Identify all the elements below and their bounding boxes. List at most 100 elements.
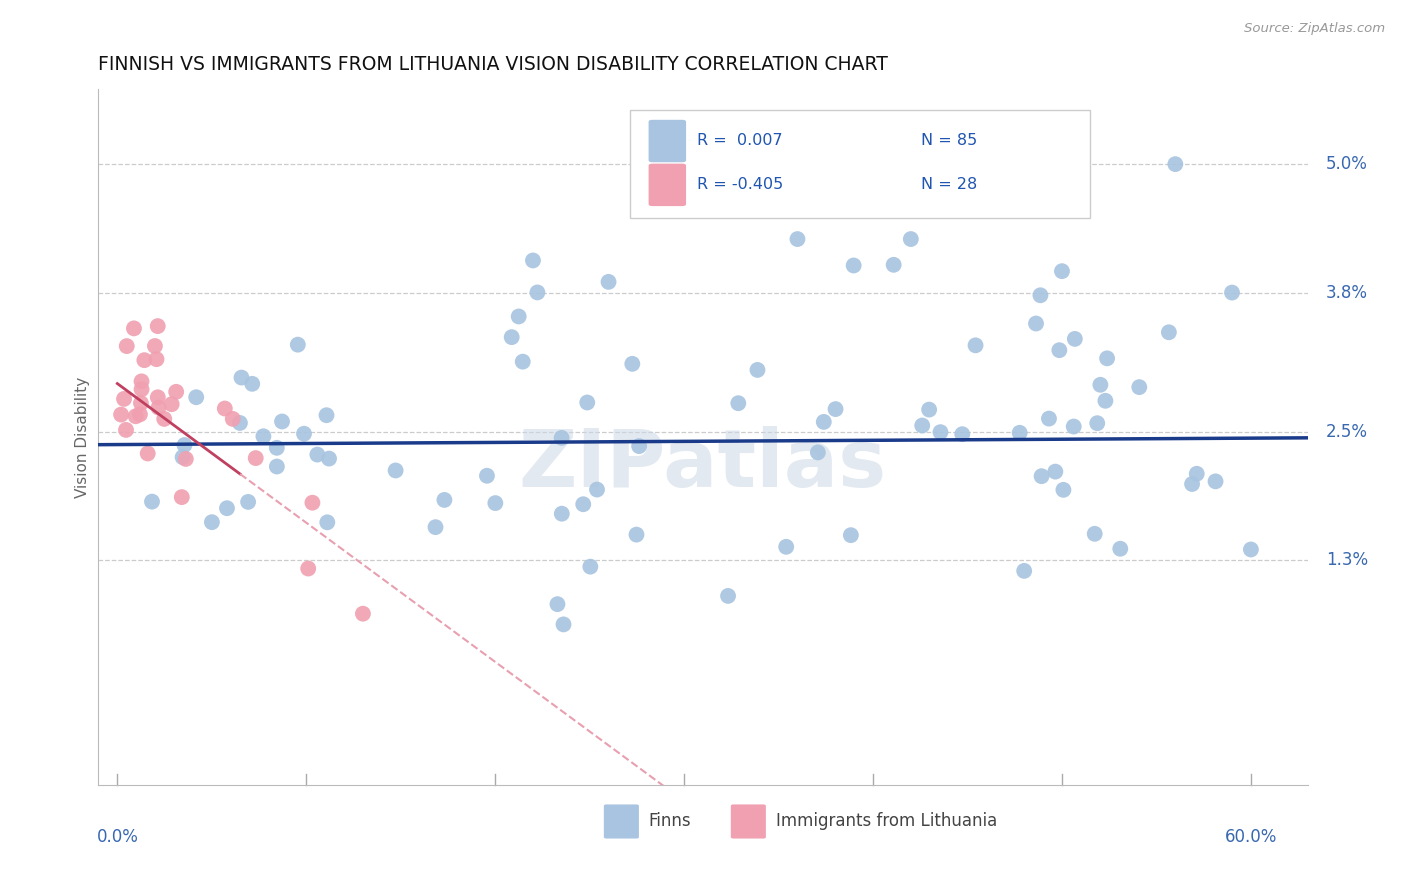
Point <box>1220 285 1243 300</box>
Point <box>1063 332 1085 346</box>
Point <box>911 418 934 433</box>
Point <box>1084 526 1107 541</box>
Point <box>807 445 830 459</box>
Point <box>122 321 145 335</box>
Point <box>131 382 153 396</box>
Point <box>214 401 236 416</box>
Point <box>125 409 148 424</box>
Point <box>1240 542 1263 557</box>
Point <box>146 319 169 334</box>
Point <box>813 415 835 429</box>
Point <box>1128 380 1150 394</box>
FancyBboxPatch shape <box>630 110 1090 218</box>
Text: N = 28: N = 28 <box>921 177 977 192</box>
Point <box>115 423 138 437</box>
Point <box>1050 264 1073 278</box>
Point <box>316 516 339 530</box>
Point <box>1085 416 1108 430</box>
Point <box>245 451 267 466</box>
Point <box>626 527 648 541</box>
Point <box>131 375 153 389</box>
Point <box>384 463 406 477</box>
Point <box>918 402 941 417</box>
Point <box>621 357 644 371</box>
Point <box>965 338 987 352</box>
Point <box>839 528 862 542</box>
Point <box>165 384 187 399</box>
Point <box>266 441 288 455</box>
Point <box>1095 351 1118 366</box>
Point <box>129 396 152 410</box>
Point <box>1029 288 1052 302</box>
Point <box>551 507 574 521</box>
Point <box>1047 343 1070 358</box>
Point <box>775 540 797 554</box>
Point <box>172 450 194 465</box>
Point <box>287 337 309 351</box>
FancyBboxPatch shape <box>648 163 686 206</box>
Point <box>297 561 319 575</box>
Text: Source: ZipAtlas.com: Source: ZipAtlas.com <box>1244 22 1385 36</box>
Point <box>352 607 374 621</box>
Point <box>1038 411 1060 425</box>
Point <box>231 370 253 384</box>
Point <box>136 446 159 460</box>
Point <box>315 408 337 422</box>
Point <box>215 501 238 516</box>
Point <box>1012 564 1035 578</box>
Point <box>1090 377 1112 392</box>
Point <box>1052 483 1074 497</box>
Point <box>143 339 166 353</box>
Point <box>129 408 152 422</box>
Text: ZIPatlas: ZIPatlas <box>519 425 887 504</box>
Text: 0.0%: 0.0% <box>97 828 138 846</box>
Text: Immigrants from Lithuania: Immigrants from Lithuania <box>776 812 997 830</box>
Y-axis label: Vision Disability: Vision Disability <box>75 376 90 498</box>
Point <box>586 483 609 497</box>
Point <box>553 617 575 632</box>
Point <box>475 468 498 483</box>
Point <box>292 426 315 441</box>
Point <box>508 310 530 324</box>
Point <box>824 402 846 417</box>
Point <box>318 451 340 466</box>
Point <box>1045 465 1067 479</box>
Point <box>186 390 208 404</box>
Point <box>110 408 132 422</box>
Point <box>229 416 252 430</box>
Point <box>170 490 193 504</box>
Point <box>526 285 548 300</box>
Text: 1.3%: 1.3% <box>1326 551 1368 569</box>
FancyBboxPatch shape <box>731 805 766 838</box>
Text: R =  0.007: R = 0.007 <box>697 133 783 148</box>
Text: 5.0%: 5.0% <box>1326 155 1368 173</box>
Text: R = -0.405: R = -0.405 <box>697 177 783 192</box>
Point <box>271 415 294 429</box>
Text: 2.5%: 2.5% <box>1326 423 1368 441</box>
Point <box>1008 425 1031 440</box>
FancyBboxPatch shape <box>648 120 686 162</box>
Point <box>112 392 135 406</box>
Point <box>146 390 169 404</box>
Point <box>115 339 138 353</box>
Point <box>747 363 769 377</box>
Point <box>576 395 599 409</box>
Point <box>153 412 176 426</box>
Text: Finns: Finns <box>648 812 692 830</box>
Point <box>512 354 534 368</box>
Point <box>598 275 620 289</box>
Point <box>148 401 170 415</box>
Text: 3.8%: 3.8% <box>1326 284 1368 301</box>
Point <box>883 258 905 272</box>
Point <box>134 353 156 368</box>
Point <box>307 448 329 462</box>
Point <box>252 429 274 443</box>
Point <box>900 232 922 246</box>
Point <box>222 412 245 426</box>
Point <box>301 496 323 510</box>
Point <box>1181 477 1204 491</box>
Point <box>174 451 197 466</box>
Point <box>433 492 456 507</box>
Point <box>727 396 749 410</box>
Point <box>1094 393 1116 408</box>
